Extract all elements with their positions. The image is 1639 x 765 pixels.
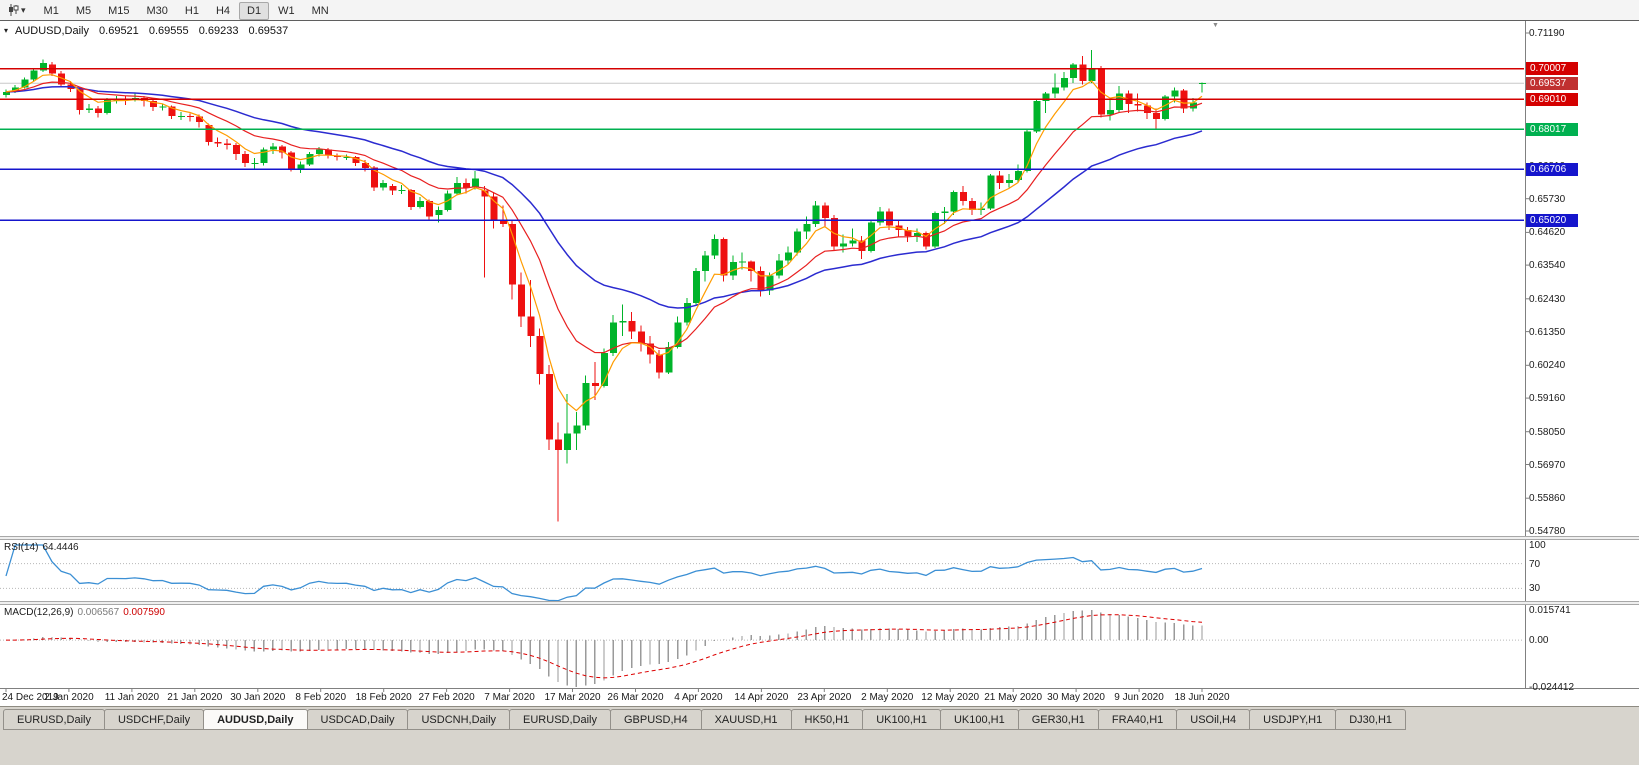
chart-canvas[interactable]: [0, 21, 1639, 706]
panel-splitter-rsi[interactable]: [0, 536, 1639, 540]
timeframe-button-m5[interactable]: M5: [75, 4, 92, 17]
chart-tab-usoil-h4[interactable]: USOil,H4: [1176, 709, 1251, 730]
time-axis[interactable]: [0, 688, 1525, 706]
price-axis[interactable]: [1525, 21, 1639, 688]
caret-down-icon: ▾: [21, 5, 26, 15]
timeframe-button-w1[interactable]: W1: [278, 4, 295, 17]
chart-tab-uk100-h1[interactable]: UK100,H1: [939, 709, 1019, 730]
chart-tab-eurusd-daily[interactable]: EURUSD,Daily: [3, 709, 105, 730]
timeframe-button-m1[interactable]: M1: [43, 4, 59, 17]
chart-tab-fra40-h1[interactable]: FRA40,H1: [1097, 709, 1178, 730]
chart-tab-xauusd-h1[interactable]: XAUUSD,H1: [700, 709, 792, 730]
chart-tab-uk100-h1[interactable]: UK100,H1: [862, 709, 941, 730]
timeframe-button-h1[interactable]: H1: [184, 4, 199, 17]
candlestick-chart-icon: [9, 4, 19, 16]
chart-tab-audusd-daily[interactable]: AUDUSD,Daily: [203, 709, 308, 730]
timeframe-group: M1 M5 M15 M30 H1 H4 D1 W1 MN: [36, 1, 338, 20]
timeframe-toolbar: ▾ M1 M5 M15 M30 H1 H4 D1 W1 MN: [0, 0, 1639, 20]
timeframe-button-mn[interactable]: MN: [311, 4, 329, 17]
timeframe-button-d1[interactable]: D1: [239, 1, 270, 20]
chart-tab-gbpusd-h4[interactable]: GBPUSD,H4: [610, 709, 702, 730]
panel-splitter-macd[interactable]: [0, 601, 1639, 605]
window-bottom: EURUSD,Daily USDCHF,Daily AUDUSD,Daily USDC…: [0, 706, 1639, 765]
chart-tab-hk50-h1[interactable]: HK50,H1: [790, 709, 864, 730]
chart-tab-usdcnh-daily[interactable]: USDCNH,Daily: [407, 709, 511, 730]
chart-tab-bar: EURUSD,Daily USDCHF,Daily AUDUSD,Daily USDC…: [0, 707, 1639, 730]
timeframe-button-m15[interactable]: M15: [108, 4, 130, 17]
price-chart-svg[interactable]: [0, 21, 1639, 706]
chart-border: [0, 20, 1639, 21]
chart-shift-marker-icon[interactable]: ▼: [1212, 22, 1219, 29]
chart-tab-usdcad-daily[interactable]: USDCAD,Daily: [306, 709, 409, 730]
chart-tab-dj30-h1[interactable]: DJ30,H1: [1335, 709, 1407, 730]
chart-tab-eurusd-daily[interactable]: EURUSD,Daily: [509, 709, 611, 730]
timeframe-button-m30[interactable]: M30: [146, 4, 168, 17]
chart-tab-usdchf-daily[interactable]: USDCHF,Daily: [103, 709, 205, 730]
chart-tab-ger30-h1[interactable]: GER30,H1: [1017, 709, 1099, 730]
chart-type-button[interactable]: ▾: [4, 3, 30, 17]
chart-tab-usdjpy-h1[interactable]: USDJPY,H1: [1249, 709, 1337, 730]
timeframe-button-h4[interactable]: H4: [215, 4, 231, 17]
